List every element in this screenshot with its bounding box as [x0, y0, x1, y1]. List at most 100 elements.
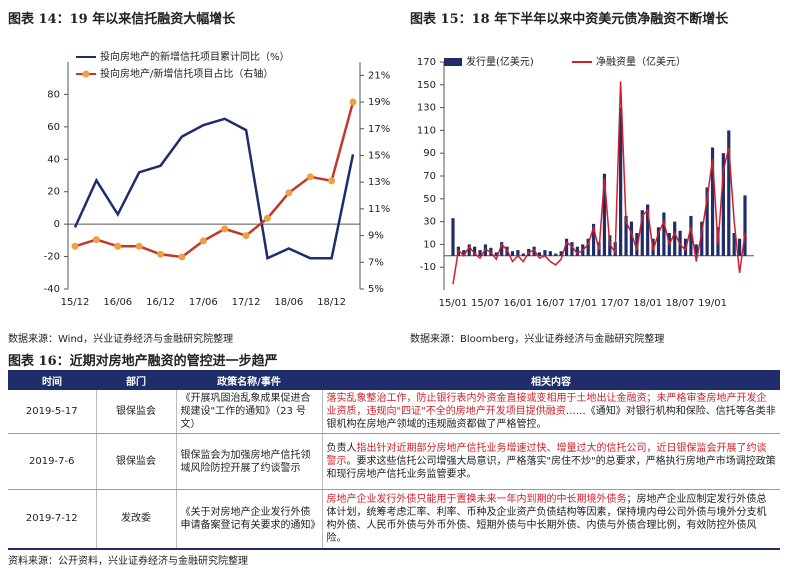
- policy-cell: 《关于对房地产企业发行外债申请备案登记有关要求的通知》: [176, 489, 323, 549]
- y2-tick-label: 7%: [368, 257, 384, 268]
- bar: [586, 238, 590, 256]
- figure-title: 图表 14：19 年以来信托融资大幅增长: [8, 12, 236, 27]
- chart: -40 -20 0 20 40 60 80 5% 7% 9% 11% 13% 15% 17% 19% 21% 1…: [44, 50, 391, 308]
- source: 数据来源：Wind，兴业证券经济与金融研究院整理: [8, 334, 234, 345]
- marker: [328, 177, 336, 185]
- legend-label: 投向房地产/新增信托项目占比（右轴）: [100, 67, 273, 80]
- dept-cell: 银保监会: [96, 390, 177, 434]
- x-tick-label: 16/12: [146, 297, 175, 308]
- bar: [629, 221, 634, 256]
- header-cell: 相关内容: [322, 370, 780, 390]
- y-tick-label: 150: [417, 80, 436, 91]
- y2-tick-label: 9%: [368, 231, 384, 242]
- bar: [494, 252, 498, 256]
- bar: [500, 242, 504, 256]
- y2-tick-label: 19%: [368, 97, 390, 108]
- table-row: 2019-7-12 发改委 《关于对房地产企业发行外债申请备案登记有关要求的通知》房…: [8, 489, 780, 549]
- bar: [543, 250, 547, 256]
- y-tick-label: 90: [423, 148, 436, 159]
- x-tick-label: 16/01: [503, 298, 532, 309]
- y-tick-label: 40: [47, 154, 60, 165]
- y2-tick-label: 13%: [368, 177, 390, 188]
- y-tick-label: 50: [423, 194, 436, 205]
- marker: [114, 242, 122, 250]
- bar: [662, 212, 666, 256]
- content-cell: 负责人指出针对近期部分房地产信托业务增速过快、增量过大的信托公司，近日银保监会开…: [322, 433, 780, 490]
- marker: [92, 236, 100, 244]
- x-tick-label: 17/07: [601, 298, 630, 309]
- bar: [537, 252, 542, 256]
- y-tick-label: -40: [44, 284, 60, 295]
- marker: [178, 253, 186, 261]
- y-tick-label: 10: [423, 239, 436, 250]
- bar: [710, 147, 715, 256]
- dept-cell: 发改委: [96, 489, 177, 549]
- x-tick-label: 16/07: [536, 298, 565, 309]
- x-tick-label: 15/12: [61, 297, 90, 308]
- y-tick-label: 110: [417, 125, 436, 136]
- bar: [721, 153, 725, 256]
- y-tick-label: -10: [420, 262, 436, 273]
- y-tick-label: -20: [44, 252, 60, 263]
- bar: [624, 215, 628, 256]
- x-tick-label: 18/06: [274, 297, 303, 308]
- bar: [732, 233, 736, 256]
- marker: [263, 214, 271, 222]
- x-tick-label: 18/12: [317, 297, 346, 308]
- bar: [510, 251, 515, 256]
- header-cell: 时间: [8, 370, 96, 390]
- marker: [135, 242, 143, 250]
- policy-table: 时间 部门 政策名称/事件 相关内容 2019-5-17 银保监会 《开展巩固治乱象…: [8, 370, 780, 550]
- y-tick-label: 60: [47, 122, 60, 133]
- bar: [727, 130, 731, 256]
- y-tick-label: 0: [54, 219, 60, 230]
- bar: [673, 221, 677, 256]
- x-tick-label: 17/12: [232, 297, 261, 308]
- bar: [521, 253, 525, 256]
- marker: [306, 173, 314, 181]
- policy-cell: 《开展巩固治乱象成果促进合规建设"工作的通知》（23 号文）: [176, 390, 323, 434]
- bar: [473, 246, 477, 256]
- y2-tick-label: 17%: [368, 124, 390, 135]
- bar: [646, 204, 650, 256]
- bar: [554, 253, 558, 256]
- content-cell: 落实乱象整治工作，防止银行表内外资金直接或变相用于土地出让金融资；未严格审查房地…: [322, 390, 780, 434]
- content-text: 。要求这些信托公司增强大局意识，严格落实"房住不炒"的总要求，严格执行房地产市场…: [326, 456, 776, 480]
- bar: [548, 251, 552, 256]
- x-tick-label: 15/07: [471, 298, 500, 309]
- x-tick-label: 16/06: [103, 297, 132, 308]
- bar: [575, 246, 579, 256]
- bar: [467, 244, 471, 256]
- marker: [199, 237, 207, 245]
- y-tick-label: 20: [47, 187, 60, 198]
- x-tick-label: 18/01: [633, 298, 662, 309]
- source: 数据来源：Bloomberg，兴业证券经济与金融研究院整理: [410, 334, 665, 345]
- bar: [694, 244, 698, 256]
- content-text: 指出针对近期部分房地产信托业务增速过快、增量过大的信托公司，近日银保监会开展了约…: [326, 443, 767, 467]
- bar: [656, 227, 661, 256]
- content-text: ；房地产企业应制定发行外债总体计划，统筹考虑汇率、利率、币种及企业资产负债结构等…: [326, 493, 767, 544]
- y-tick-label: 30: [423, 217, 436, 228]
- table-title: 图表 16：近期对房地产融资的管控进一步趋严: [8, 354, 278, 369]
- y-tick-label: 130: [417, 103, 436, 114]
- marker: [221, 225, 229, 233]
- table-row: 2019-7-6 银保监会 银保监会为加强房地产信托领域风险防控开展了约谈警示 负责人…: [8, 433, 780, 490]
- bar: [591, 223, 596, 256]
- y2-tick-label: 21%: [368, 70, 390, 81]
- source: 资料来源：公开资料，兴业证券经济与金融研究院整理: [8, 556, 248, 567]
- marker: [242, 232, 250, 240]
- content-cell: 房地产企业发行外债只能用于置换未来一年内到期的中长期境外债务；房地产企业应制定发…: [322, 489, 780, 549]
- x-tick-label: 18/07: [666, 298, 695, 309]
- y-tick-label: 170: [417, 57, 436, 68]
- legend-label: 投向房地产的新增信托项目累计同比（%）: [100, 50, 290, 63]
- legend-marker: [82, 70, 90, 78]
- y-tick-label: 70: [423, 171, 436, 182]
- bar: [635, 233, 639, 256]
- policy-cell: 银保监会为加强房地产信托领域风险防控开展了约谈警示: [176, 433, 323, 490]
- chart: -10 10 30 50 70 90 110 130 150 170 15/01 15/07 16/01…: [417, 55, 754, 309]
- bar: [451, 218, 455, 256]
- bar: [478, 250, 482, 256]
- line: [452, 81, 746, 285]
- content-text: 房地产企业发行外债只能用于置换未来一年内到期的中长期境外债务: [326, 493, 627, 505]
- bar: [737, 238, 742, 256]
